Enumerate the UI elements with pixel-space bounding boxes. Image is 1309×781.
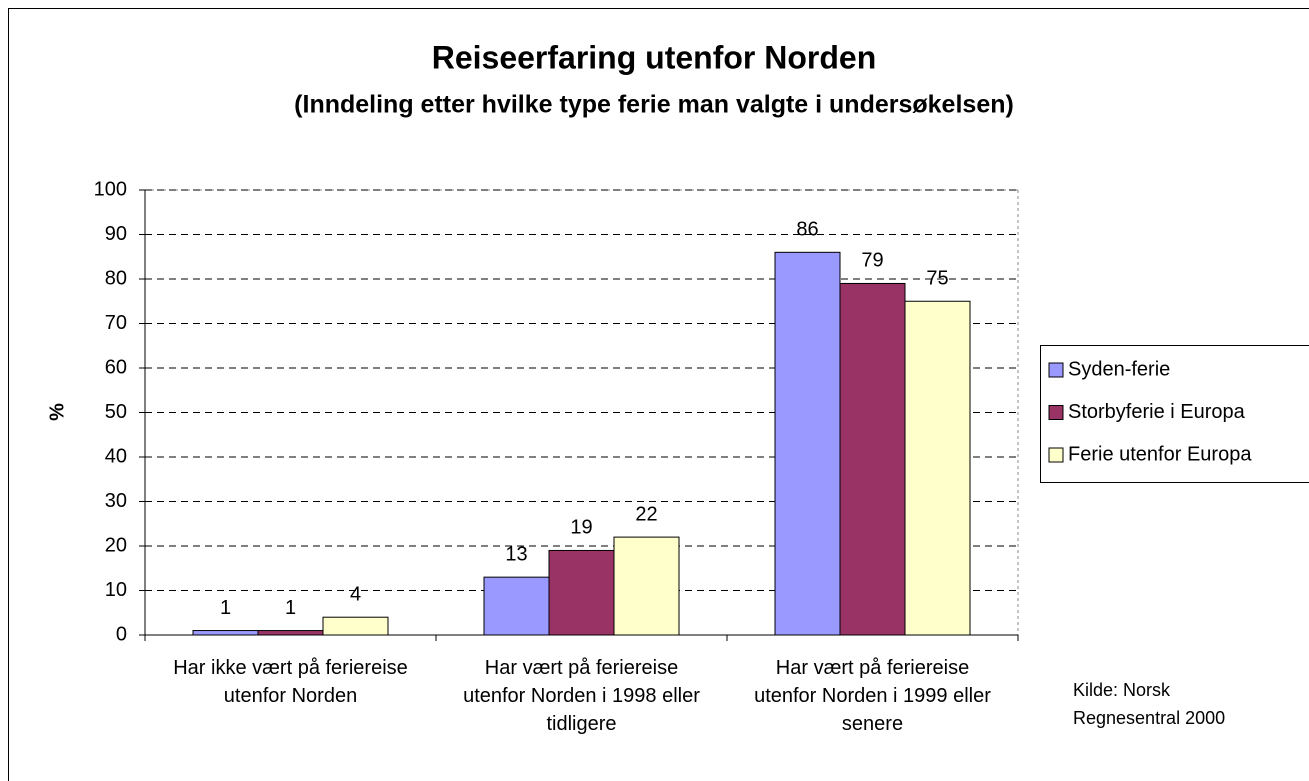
y-tick-label: 70 — [105, 312, 127, 334]
y-tick-label: 50 — [105, 401, 127, 423]
y-tick-label: 80 — [105, 267, 127, 289]
chart-subtitle: (Inndeling etter hvilke type ferie man v… — [294, 91, 1014, 119]
chart-frame — [8, 8, 1309, 781]
bar — [192, 630, 259, 636]
y-tick-label: 0 — [116, 623, 127, 645]
legend-label: Storbyferie i Europa — [1068, 401, 1246, 423]
value-label: 22 — [635, 503, 657, 525]
value-label: 75 — [926, 268, 948, 290]
y-tick-label: 40 — [105, 445, 127, 467]
bar — [839, 282, 906, 636]
bar — [774, 251, 841, 636]
y-tick-label: 100 — [94, 178, 127, 200]
legend-label: Ferie utenfor Europa — [1068, 443, 1252, 465]
x-tick-label: Har vært på feriereise utenfor Norden i … — [754, 657, 991, 735]
legend-swatch — [1048, 362, 1064, 378]
chart-title: Reiseerfaring utenfor Norden — [432, 39, 877, 75]
value-label: 13 — [505, 543, 527, 565]
value-label: 19 — [570, 517, 592, 539]
legend-box — [1040, 345, 1309, 483]
y-axis-label: % — [46, 403, 68, 421]
bar — [322, 616, 389, 636]
legend-swatch — [1048, 447, 1064, 463]
y-tick-label: 30 — [105, 490, 127, 512]
value-label: 86 — [796, 219, 818, 241]
x-tick-label: Har vært på feriereise utenfor Norden i … — [463, 657, 700, 735]
source-note: Kilde: Norsk Regnesentral 2000 — [1073, 680, 1226, 728]
y-tick-label: 20 — [105, 534, 127, 556]
x-tick-label: Har ikke vært på feriereise utenfor Nord… — [173, 657, 408, 707]
legend-swatch — [1048, 405, 1064, 420]
value-label: 4 — [350, 583, 361, 605]
bar — [257, 630, 324, 636]
bar — [483, 576, 550, 636]
bar — [613, 536, 680, 636]
value-label: 79 — [861, 250, 883, 272]
bar — [904, 300, 971, 636]
y-tick-label: 90 — [105, 223, 127, 245]
value-label: 1 — [220, 597, 231, 619]
legend-label: Syden-ferie — [1068, 358, 1170, 380]
value-label: 1 — [285, 597, 296, 619]
bar — [548, 549, 615, 636]
y-tick-label: 60 — [105, 356, 127, 378]
y-tick-label: 10 — [105, 579, 127, 601]
